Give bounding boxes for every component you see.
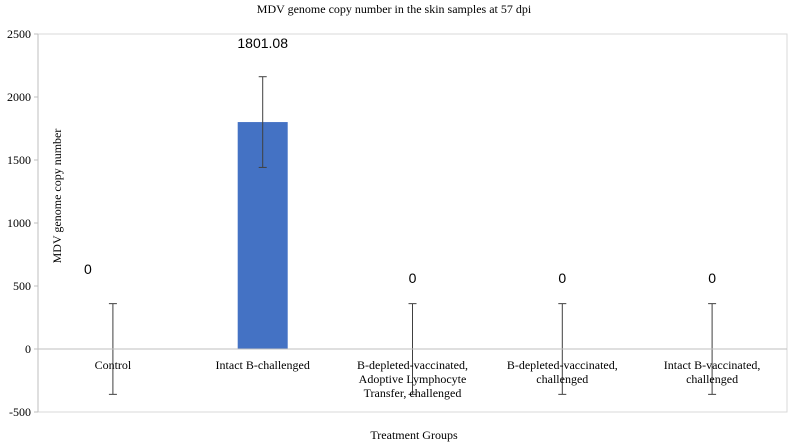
x-tick-label: Control — [95, 358, 132, 372]
x-axis-title: Treatment Groups — [370, 428, 458, 442]
y-tick-label: 2000 — [7, 90, 31, 104]
data-label: 0 — [558, 270, 566, 286]
data-label: 0 — [409, 270, 417, 286]
data-label: 0 — [84, 261, 92, 277]
y-axis-title: MDV genome copy number — [50, 129, 64, 264]
x-tick-label: Adoptive Lymphocyte — [359, 372, 467, 386]
x-tick-label: B-depleted-vaccinated, — [357, 358, 468, 372]
x-tick-label: Transfer, challenged — [364, 386, 462, 400]
x-tick-label: B-depleted-vaccinated, — [507, 358, 618, 372]
data-label: 0 — [708, 270, 716, 286]
y-tick-label: 1000 — [7, 216, 31, 230]
y-tick-label: 0 — [25, 342, 31, 356]
y-tick-label: -500 — [9, 405, 31, 419]
x-tick-label: challenged — [536, 372, 588, 386]
x-tick-label: Intact B-challenged — [216, 358, 310, 372]
y-tick-label: 2500 — [7, 27, 31, 41]
data-label: 1801.08 — [237, 35, 288, 51]
chart-title: MDV genome copy number in the skin sampl… — [257, 2, 532, 16]
x-tick-label: challenged — [686, 372, 738, 386]
y-tick-label: 1500 — [7, 153, 31, 167]
x-tick-label: Intact B-vaccinated, — [664, 358, 761, 372]
y-tick-label: 500 — [13, 279, 31, 293]
